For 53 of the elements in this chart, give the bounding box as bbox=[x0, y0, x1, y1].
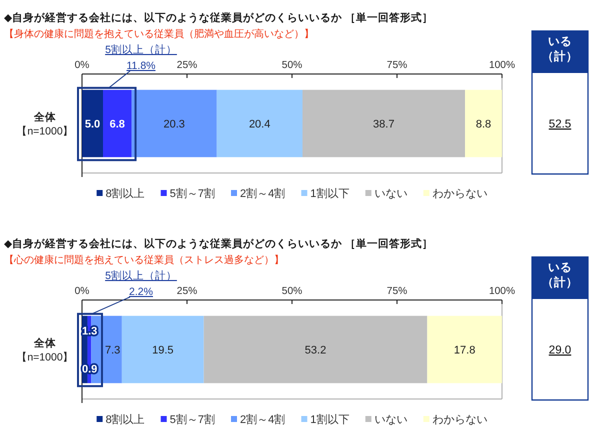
legend-label: わからない bbox=[432, 414, 488, 426]
x-tick-label: 0% bbox=[74, 286, 90, 297]
text: 52.5 bbox=[548, 118, 572, 130]
chart-subtitle: 【身体の健康に問題を抱えている従業員（肥満や血圧が高いなど）】 bbox=[4, 28, 314, 40]
text: 5割以上（計） 11.8% bbox=[105, 43, 177, 72]
bar bbox=[465, 90, 502, 158]
legend-label: いない bbox=[374, 188, 408, 200]
text: いる（計） bbox=[542, 262, 578, 289]
bar bbox=[103, 90, 132, 158]
data-label: 53.2 bbox=[304, 344, 326, 356]
x-tick-label: 0% bbox=[74, 60, 90, 71]
bar bbox=[122, 316, 204, 384]
bar bbox=[302, 90, 466, 158]
y-tick-label: 全体【n=1000】 bbox=[16, 110, 74, 138]
legend-label: 8割以上 bbox=[106, 413, 145, 426]
data-label: 7.3 bbox=[105, 344, 120, 356]
data-label: 8.8 bbox=[476, 118, 492, 130]
legend-label: 2割～4割 bbox=[240, 187, 286, 200]
legend-label: いない bbox=[374, 414, 408, 426]
data-label: 6.8 bbox=[110, 118, 125, 130]
chart-title: ◆自身が経営する会社には、以下のような従業員がどのくらいいるか ［単一回答形式］ bbox=[4, 237, 434, 250]
data-label: 20.4 bbox=[248, 118, 270, 130]
legend-label: 8割以上 bbox=[106, 187, 145, 200]
x-tick-label: 100% bbox=[488, 286, 516, 297]
bar bbox=[82, 90, 103, 158]
x-tick-label: 50% bbox=[282, 60, 302, 71]
x-tick-label: 75% bbox=[386, 286, 408, 297]
bar bbox=[427, 316, 502, 384]
text: 5割以上（計） 2.2% bbox=[105, 269, 177, 298]
data-label: 20.3 bbox=[163, 118, 185, 130]
legend-label: 1割以下 bbox=[310, 187, 350, 200]
data-label: 17.8 bbox=[454, 344, 476, 356]
x-tick-label: 50% bbox=[282, 286, 302, 297]
x-tick-label: 75% bbox=[386, 60, 408, 71]
x-tick-label: 25% bbox=[176, 286, 198, 297]
legend-label: わからない bbox=[432, 188, 488, 200]
legend-label: 5割～7割 bbox=[170, 413, 215, 426]
bar bbox=[204, 316, 428, 384]
data-label: 19.5 bbox=[152, 344, 174, 356]
y-tick-label: 全体【n=1000】 bbox=[16, 336, 74, 364]
chart-subtitle: 【心の健康に問題を抱えている従業員（ストレス過多など）】 bbox=[4, 254, 284, 266]
legend-label: 1割以下 bbox=[310, 413, 350, 426]
x-tick-label: 100% bbox=[488, 60, 516, 71]
data-label: 38.7 bbox=[373, 118, 394, 130]
bar bbox=[132, 90, 217, 158]
chart-title: ◆自身が経営する会社には、以下のような従業員がどのくらいいるか ［単一回答形式］ bbox=[4, 11, 434, 24]
x-tick-label: 25% bbox=[176, 60, 198, 71]
bar bbox=[216, 90, 302, 158]
legend-label: 5割～7割 bbox=[170, 187, 215, 200]
text: 29.0 bbox=[548, 344, 572, 356]
text: いる（計） bbox=[542, 36, 578, 63]
data-label: 5.0 bbox=[84, 118, 100, 130]
legend-label: 2割～4割 bbox=[240, 413, 286, 426]
